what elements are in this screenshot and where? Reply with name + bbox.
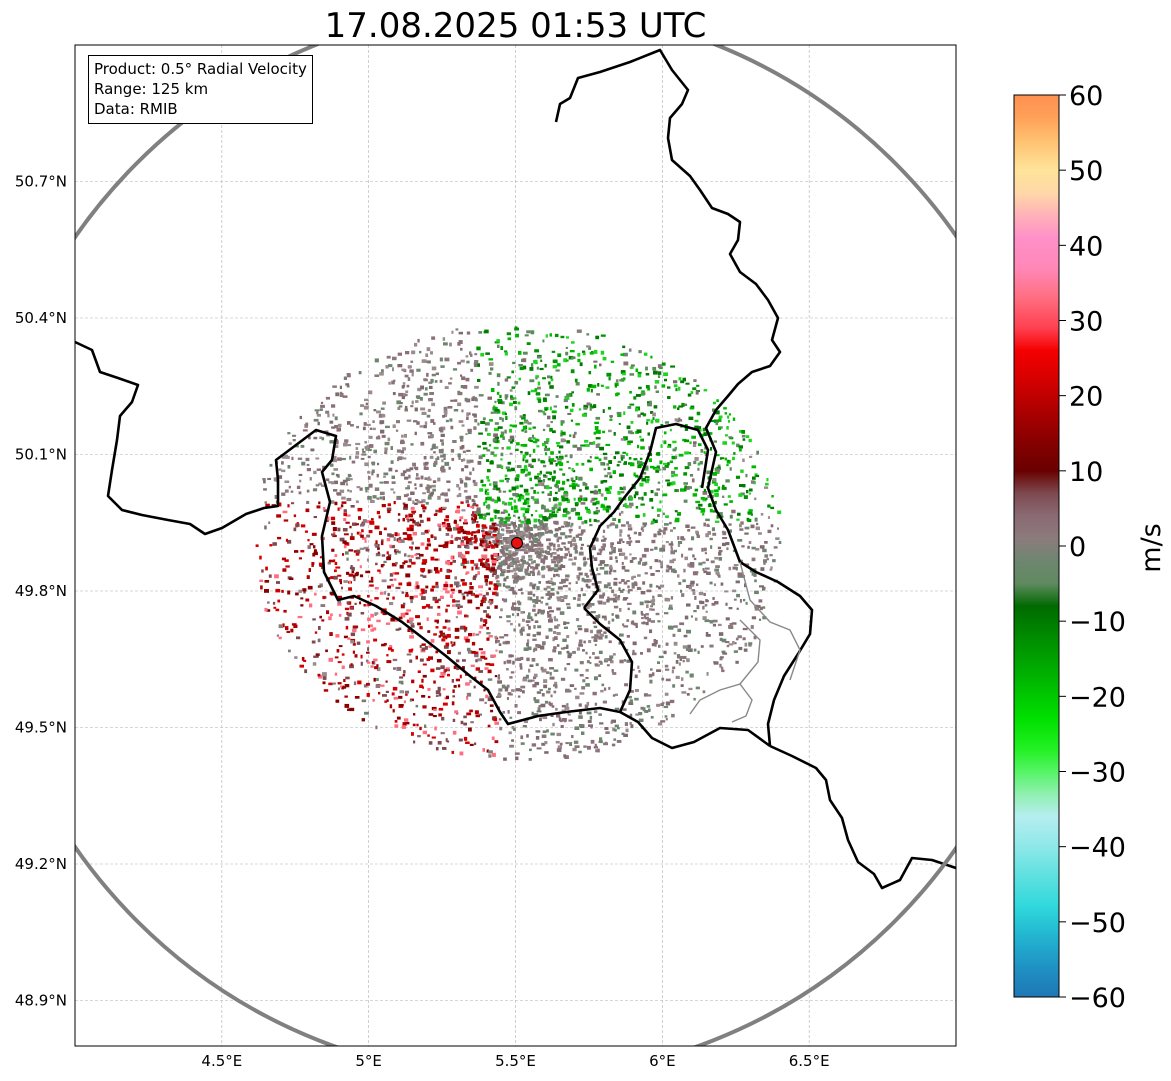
colorbar-tick-label: 0 xyxy=(1069,532,1086,563)
colorbar-label: m/s xyxy=(1136,523,1167,572)
product-line: Product: 0.5° Radial Velocity xyxy=(94,60,307,78)
border-be-fr xyxy=(75,340,771,750)
colorbar-tick-label: 20 xyxy=(1069,382,1103,413)
colorbar-tick-label: 60 xyxy=(1069,81,1103,112)
lon-tick-label: 6.5°E xyxy=(789,1052,830,1070)
border-lu-de xyxy=(769,744,956,890)
colorbar-tick-label: −30 xyxy=(1069,758,1126,789)
colorbar-tick-label: 40 xyxy=(1069,231,1103,262)
data-source-line: Data: RMIB xyxy=(94,100,178,118)
region-borders xyxy=(689,561,801,723)
lat-tick-label: 50.4°N xyxy=(15,309,67,327)
lon-tick-label: 5°E xyxy=(355,1052,382,1070)
map-title: 17.08.2025 01:53 UTC xyxy=(324,6,707,46)
border-be-de xyxy=(554,48,814,747)
lat-tick-label: 49.5°N xyxy=(15,719,67,737)
radar-site-marker xyxy=(511,537,523,549)
lat-tick-label: 49.8°N xyxy=(15,582,67,600)
colorbar-ticks: −60 −50 −40 −30 −20 −10 0 10 20 30 40 50 60 xyxy=(1059,81,1126,1014)
plot-frame xyxy=(74,44,957,1047)
colorbar-tick-label: 30 xyxy=(1069,307,1103,338)
colorbar-tick-label: −40 xyxy=(1069,833,1126,864)
lon-tick-label: 6°E xyxy=(649,1052,676,1070)
colorbar-scale xyxy=(1013,94,1060,998)
lat-tick-label: 48.9°N xyxy=(15,992,67,1010)
colorbar-tick-label: −10 xyxy=(1069,607,1126,638)
colorbar-tick-label: −60 xyxy=(1069,983,1126,1014)
product-info-box: Product: 0.5° Radial Velocity Range: 125… xyxy=(88,55,313,124)
axis-ticks: 4.5°E 5°E 5.5°E 6°E 6.5°E 48.9°N 49.2°N 49.5°N 4… xyxy=(15,173,830,1071)
lon-tick-label: 4.5°E xyxy=(201,1052,242,1070)
radar-echoes xyxy=(255,326,782,761)
lat-tick-label: 50.7°N xyxy=(15,173,67,191)
colorbar-tick-label: −50 xyxy=(1069,908,1126,939)
lat-tick-label: 49.2°N xyxy=(15,855,67,873)
colorbar-tick-label: 50 xyxy=(1069,156,1103,187)
colorbar-tick-label: −20 xyxy=(1069,682,1126,713)
colorbar: −60 −50 −40 −30 −20 −10 0 10 20 30 40 50 60 m/s xyxy=(1013,81,1167,1014)
lat-tick-label: 50.1°N xyxy=(15,446,67,464)
border-lu-be xyxy=(582,422,710,609)
country-borders xyxy=(75,48,956,890)
colorbar-tick-label: 10 xyxy=(1069,457,1103,488)
range-line: Range: 125 km xyxy=(94,80,209,98)
lon-tick-label: 5.5°E xyxy=(495,1052,536,1070)
border-province xyxy=(583,607,634,713)
